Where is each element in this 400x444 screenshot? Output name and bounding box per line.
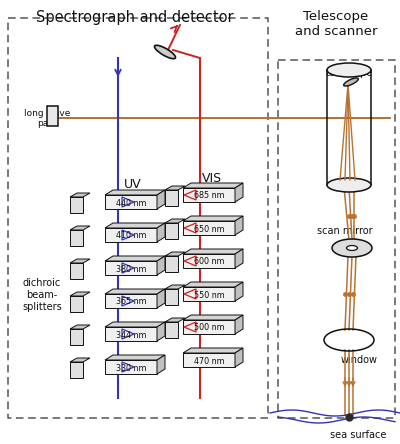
Polygon shape (183, 188, 235, 202)
Polygon shape (70, 230, 83, 246)
Text: 330 nm: 330 nm (116, 364, 146, 373)
Polygon shape (165, 285, 185, 289)
Polygon shape (70, 292, 90, 296)
Polygon shape (235, 183, 243, 202)
Text: 500 nm: 500 nm (194, 324, 224, 333)
Bar (327, 70, 371, 185)
Text: Telescope
and scanner: Telescope and scanner (295, 10, 377, 38)
Polygon shape (70, 197, 83, 213)
Text: 470 nm: 470 nm (194, 357, 224, 365)
Polygon shape (183, 348, 243, 353)
Polygon shape (105, 360, 157, 374)
Polygon shape (183, 287, 235, 301)
Text: telescope: telescope (326, 68, 373, 78)
Polygon shape (70, 358, 90, 362)
Text: 685 nm: 685 nm (194, 191, 224, 201)
Polygon shape (183, 183, 243, 188)
Polygon shape (105, 289, 165, 294)
Polygon shape (165, 252, 185, 256)
Text: VIS: VIS (202, 172, 222, 185)
Polygon shape (183, 249, 243, 254)
Polygon shape (183, 216, 243, 221)
Polygon shape (183, 254, 235, 268)
Polygon shape (165, 318, 185, 322)
Polygon shape (105, 322, 165, 327)
Polygon shape (105, 355, 165, 360)
Text: long wave
pass: long wave pass (24, 109, 70, 128)
Polygon shape (70, 296, 83, 312)
Polygon shape (183, 315, 243, 320)
Polygon shape (70, 259, 90, 263)
Polygon shape (183, 353, 235, 367)
Polygon shape (157, 223, 165, 242)
Polygon shape (70, 226, 90, 230)
Text: 650 nm: 650 nm (194, 225, 224, 234)
Text: 410 nm: 410 nm (116, 231, 146, 241)
Polygon shape (70, 325, 90, 329)
Polygon shape (105, 261, 157, 275)
Ellipse shape (346, 246, 358, 250)
Polygon shape (183, 221, 235, 235)
Polygon shape (105, 294, 157, 308)
Text: 600 nm: 600 nm (194, 258, 224, 266)
Polygon shape (105, 327, 157, 341)
Polygon shape (105, 190, 165, 195)
Polygon shape (70, 193, 90, 197)
Text: dichroic
beam-
splitters: dichroic beam- splitters (22, 278, 62, 313)
Bar (47, 106, 58, 126)
Polygon shape (183, 282, 243, 287)
Text: Spectrograph and detector: Spectrograph and detector (36, 10, 234, 25)
Text: 365 nm: 365 nm (116, 297, 146, 306)
Polygon shape (183, 320, 235, 334)
Ellipse shape (332, 239, 372, 257)
Text: UV: UV (124, 178, 142, 191)
Polygon shape (165, 219, 185, 223)
Polygon shape (235, 282, 243, 301)
Text: window: window (340, 355, 378, 365)
Polygon shape (235, 348, 243, 367)
Polygon shape (157, 322, 165, 341)
Ellipse shape (154, 45, 176, 59)
Polygon shape (105, 228, 157, 242)
Polygon shape (157, 256, 165, 275)
Polygon shape (235, 216, 243, 235)
Polygon shape (105, 195, 157, 209)
Polygon shape (165, 186, 185, 190)
Ellipse shape (327, 178, 371, 192)
Polygon shape (70, 263, 83, 279)
Text: 550 nm: 550 nm (194, 290, 224, 300)
Polygon shape (165, 322, 178, 338)
Polygon shape (165, 223, 178, 239)
Polygon shape (105, 223, 165, 228)
Ellipse shape (344, 78, 358, 86)
Text: scan mirror: scan mirror (317, 226, 373, 236)
Polygon shape (70, 329, 83, 345)
Polygon shape (235, 315, 243, 334)
Ellipse shape (327, 63, 371, 77)
Polygon shape (235, 249, 243, 268)
Text: 344 nm: 344 nm (116, 330, 146, 340)
Polygon shape (165, 289, 178, 305)
Polygon shape (165, 190, 178, 206)
Polygon shape (157, 289, 165, 308)
Text: 440 nm: 440 nm (116, 198, 146, 207)
Polygon shape (105, 256, 165, 261)
Polygon shape (157, 190, 165, 209)
Polygon shape (70, 362, 83, 378)
Text: sea surface: sea surface (330, 430, 386, 440)
Polygon shape (165, 256, 178, 272)
Polygon shape (157, 355, 165, 374)
Text: 380 nm: 380 nm (116, 265, 146, 274)
